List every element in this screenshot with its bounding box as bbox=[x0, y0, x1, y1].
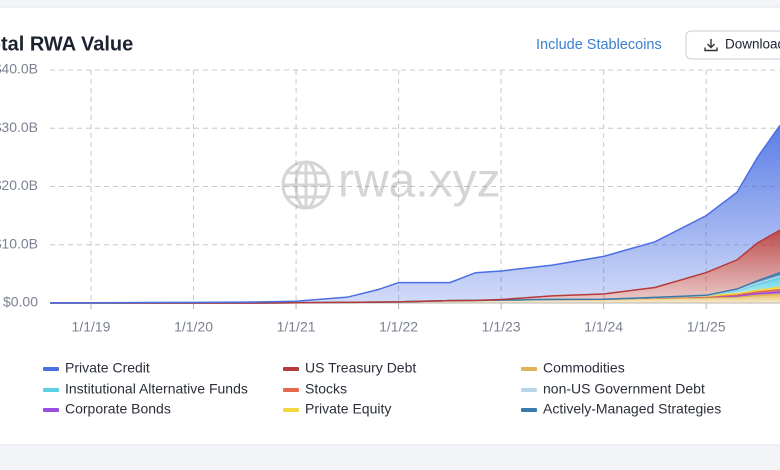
watermark bbox=[281, 160, 331, 210]
legend-swatch bbox=[521, 367, 537, 371]
legend-swatch bbox=[283, 388, 299, 392]
download-button[interactable] bbox=[685, 30, 780, 60]
y-tick-label: $30.0B bbox=[0, 119, 38, 135]
download-label[interactable]: Download bbox=[725, 37, 780, 52]
x-tick-label: 1/1/24 bbox=[584, 319, 623, 335]
x-tick-label: 1/1/23 bbox=[482, 319, 521, 335]
y-tick-label: $10.0B bbox=[0, 235, 38, 251]
area-line bbox=[49, 124, 780, 304]
legend-label: Actively-Managed Strategies bbox=[543, 401, 721, 417]
area bbox=[50, 125, 780, 304]
x-tick-label: 1/1/25 bbox=[687, 319, 726, 335]
legend-swatch bbox=[521, 388, 537, 392]
x-tick-label: 1/1/20 bbox=[174, 319, 213, 335]
legend-label: Institutional Alternative Funds bbox=[65, 381, 248, 397]
legend-swatch bbox=[521, 408, 537, 412]
stablecoin-toggle[interactable]: Include Stablecoins bbox=[536, 37, 662, 53]
legend-label: Corporate Bonds bbox=[65, 401, 171, 417]
legend-swatch bbox=[283, 408, 299, 412]
legend-label: Stocks bbox=[305, 381, 347, 397]
legend-swatch bbox=[283, 367, 299, 371]
legend-label: Private Credit bbox=[65, 360, 150, 376]
area bbox=[50, 294, 780, 303]
plot: $0.00 $10.0B $20.0B $30.0B $40.0B 1/1/19 1/1/2… bbox=[0, 61, 780, 417]
legend-label: Commodities bbox=[543, 360, 625, 376]
x-tick-label: 1/1/19 bbox=[72, 319, 111, 335]
legend-label: non-US Government Debt bbox=[543, 381, 705, 397]
legend-swatch bbox=[43, 408, 59, 412]
download-icon bbox=[704, 39, 718, 52]
watermark-text: rwa.xyz bbox=[338, 155, 501, 208]
legend-swatch bbox=[43, 367, 59, 371]
card bbox=[0, 6, 780, 446]
y-tick-label: $0.00 bbox=[3, 294, 38, 310]
chart-title: Total RWA Value bbox=[0, 33, 133, 55]
legend-swatch bbox=[43, 388, 59, 392]
y-tick-label: $40.0B bbox=[0, 61, 38, 77]
legend-label: US Treasury Debt bbox=[305, 360, 416, 376]
x-tick-label: 1/1/22 bbox=[379, 319, 418, 335]
x-tick-label: 1/1/21 bbox=[277, 319, 316, 335]
y-tick-label: $20.0B bbox=[0, 177, 38, 193]
legend-label: Private Equity bbox=[305, 401, 391, 417]
